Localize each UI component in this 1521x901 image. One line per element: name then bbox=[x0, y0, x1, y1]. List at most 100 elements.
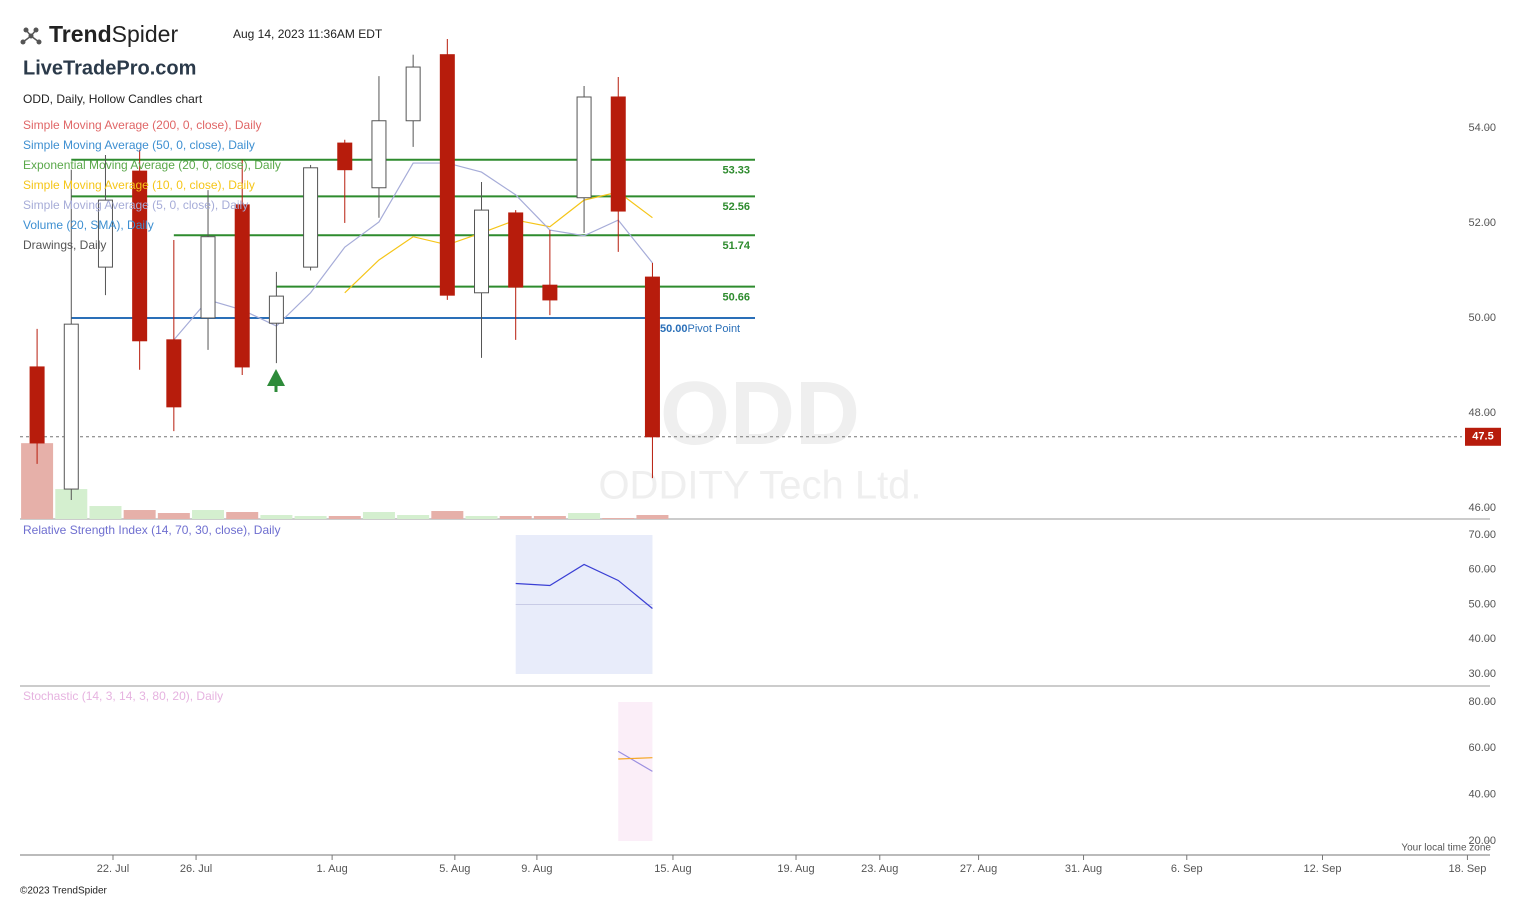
volume-bar bbox=[157, 513, 190, 519]
volume-bar bbox=[89, 506, 122, 519]
volume-bar bbox=[636, 515, 669, 519]
candle-body bbox=[610, 96, 626, 212]
volume-bar bbox=[260, 515, 293, 519]
candle-body bbox=[644, 276, 660, 438]
level-label: 53.33 bbox=[722, 165, 750, 177]
candle-body bbox=[97, 199, 113, 268]
y-tick-label: 80.00 bbox=[1468, 696, 1496, 708]
brand-rest: Spider bbox=[112, 21, 179, 47]
legend-entry: Volume (20, SMA), Daily bbox=[23, 218, 154, 232]
candle-body bbox=[132, 170, 148, 342]
candle-body bbox=[63, 323, 79, 490]
volume-bar bbox=[431, 511, 464, 519]
watermark: ODD bbox=[660, 364, 860, 464]
y-tick-label: 54.00 bbox=[1468, 122, 1496, 134]
volume-bar bbox=[192, 510, 225, 519]
logo-icon bbox=[20, 27, 42, 45]
pivot-name: Pivot Point bbox=[688, 323, 741, 335]
volume-bar bbox=[602, 518, 635, 519]
y-tick-label: 46.00 bbox=[1468, 502, 1496, 514]
level-label: 50.66 bbox=[722, 292, 750, 304]
y-tick-label: 30.00 bbox=[1468, 668, 1496, 680]
x-tick-label: 1. Aug bbox=[317, 863, 348, 875]
copyright: ©2023 TrendSpider bbox=[20, 886, 108, 897]
y-tick-label: 20.00 bbox=[1468, 835, 1496, 847]
indicator-line bbox=[515, 563, 653, 609]
y-tick-label: 40.00 bbox=[1468, 789, 1496, 801]
timezone-note: Your local time zone bbox=[1401, 843, 1491, 854]
y-tick-label: 50.00 bbox=[1468, 312, 1496, 324]
y-tick-label: 50.00 bbox=[1468, 598, 1496, 610]
candle-body bbox=[166, 339, 182, 408]
x-tick-label: 5. Aug bbox=[439, 863, 470, 875]
x-tick-label: 15. Aug bbox=[654, 863, 691, 875]
volume-bar bbox=[397, 515, 430, 519]
y-tick-label: 52.00 bbox=[1468, 217, 1496, 229]
volume-bar bbox=[328, 516, 361, 519]
candle-body bbox=[371, 120, 387, 189]
volume-bar bbox=[499, 516, 532, 519]
x-tick-label: 23. Aug bbox=[861, 863, 898, 875]
timestamp: Aug 14, 2023 11:36AM EDT bbox=[233, 27, 383, 41]
candle-body bbox=[268, 295, 284, 324]
y-tick-label: 60.00 bbox=[1468, 742, 1496, 754]
legend-entry: Exponential Moving Average (20, 0, close… bbox=[23, 158, 281, 172]
pivot-value: 50.00 bbox=[660, 323, 688, 335]
candle-body bbox=[576, 96, 592, 199]
y-tick-label: 60.00 bbox=[1468, 564, 1496, 576]
pivot-label: 50.00Pivot Point bbox=[660, 323, 740, 335]
level-label: 51.74 bbox=[722, 240, 750, 252]
indicator-title: Stochastic (14, 3, 14, 3, 80, 20), Daily bbox=[23, 689, 223, 703]
volume-bar bbox=[294, 516, 327, 519]
legend-entry: Drawings, Daily bbox=[23, 238, 106, 252]
watermark-subtitle: ODDITY Tech Ltd. bbox=[598, 464, 921, 508]
brand: TrendSpider bbox=[49, 21, 178, 47]
x-tick-label: 12. Sep bbox=[1304, 863, 1342, 875]
y-tick-label: 48.00 bbox=[1468, 407, 1496, 419]
site-logo: LiveTradePro.com bbox=[23, 57, 196, 79]
moving-average-line bbox=[173, 162, 653, 341]
signal-arrow bbox=[267, 369, 285, 386]
x-tick-label: 6. Sep bbox=[1171, 863, 1203, 875]
x-tick-label: 19. Aug bbox=[777, 863, 814, 875]
volume-bar bbox=[123, 510, 156, 519]
x-tick-label: 22. Jul bbox=[97, 863, 129, 875]
last-price-label: 47.5 bbox=[1472, 431, 1493, 443]
level-label: 52.56 bbox=[722, 201, 750, 213]
legend-entry: Simple Moving Average (10, 0, close), Da… bbox=[23, 178, 255, 192]
x-tick-label: 26. Jul bbox=[180, 863, 212, 875]
x-tick-label: 18. Sep bbox=[1448, 863, 1486, 875]
volume-bar bbox=[226, 512, 259, 519]
moving-average-line bbox=[344, 191, 653, 294]
last-price-tag bbox=[1465, 427, 1501, 446]
candle-body bbox=[337, 142, 353, 171]
x-tick-label: 27. Aug bbox=[960, 863, 997, 875]
chart-title: ODD, Daily, Hollow Candles chart bbox=[23, 92, 203, 106]
x-tick-label: 9. Aug bbox=[521, 863, 552, 875]
x-tick-label: 31. Aug bbox=[1065, 863, 1102, 875]
brand-bold: Trend bbox=[49, 21, 112, 47]
candle-body bbox=[303, 167, 319, 268]
candle-body bbox=[29, 366, 45, 444]
candle-body bbox=[234, 204, 250, 368]
candle-body bbox=[508, 212, 524, 288]
legend-entry: Simple Moving Average (200, 0, close), D… bbox=[23, 118, 262, 132]
volume-bar bbox=[362, 512, 395, 519]
volume-bar bbox=[465, 516, 498, 519]
indicator-title: Relative Strength Index (14, 70, 30, clo… bbox=[23, 523, 280, 537]
y-tick-label: 40.00 bbox=[1468, 633, 1496, 645]
candle-body bbox=[474, 209, 490, 294]
legend-entry: Simple Moving Average (50, 0, close), Da… bbox=[23, 138, 255, 152]
y-tick-label: 70.00 bbox=[1468, 529, 1496, 541]
candle-body bbox=[439, 54, 455, 296]
candle-body bbox=[200, 236, 216, 319]
candle-body bbox=[405, 66, 421, 122]
indicator-line bbox=[618, 757, 653, 760]
volume-bar bbox=[568, 513, 601, 519]
volume-bar bbox=[533, 516, 566, 519]
indicator-band bbox=[618, 702, 653, 842]
candle-body bbox=[542, 284, 558, 301]
indicator-line bbox=[617, 750, 653, 772]
legend-entry: Simple Moving Average (5, 0, close), Dai… bbox=[23, 198, 248, 212]
